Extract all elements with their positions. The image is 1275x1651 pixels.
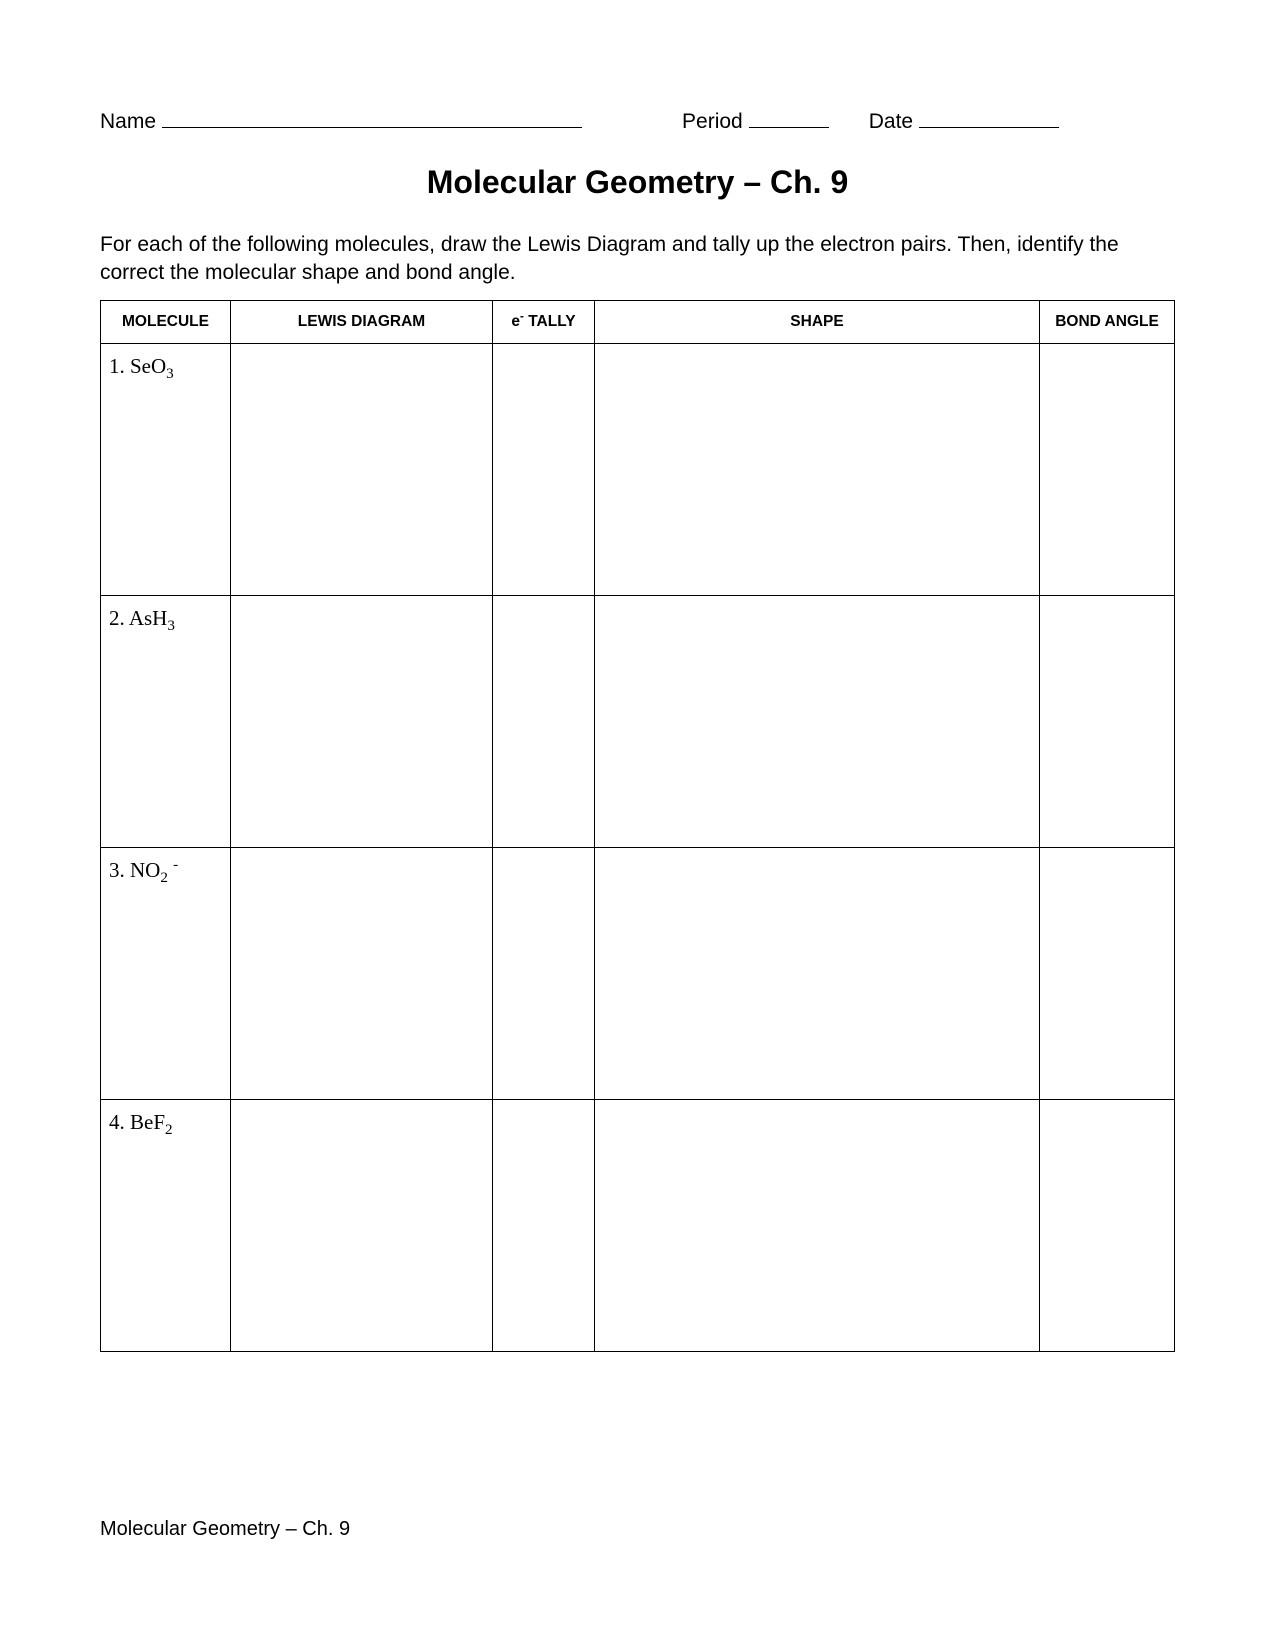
shape-cell[interactable] — [595, 1099, 1040, 1351]
table-header-row: MOLECULE LEWIS DIAGRAM e- TALLY SHAPE BO… — [101, 300, 1175, 343]
name-label: Name — [100, 110, 156, 134]
table-row: 3. NO2 - — [101, 847, 1175, 1099]
angle-cell[interactable] — [1040, 343, 1175, 595]
angle-cell[interactable] — [1040, 595, 1175, 847]
tally-cell[interactable] — [493, 343, 595, 595]
period-field: Period — [682, 110, 829, 134]
name-blank[interactable] — [162, 127, 582, 128]
instructions: For each of the following molecules, dra… — [100, 231, 1175, 288]
shape-cell[interactable] — [595, 343, 1040, 595]
tally-cell[interactable] — [493, 847, 595, 1099]
angle-cell[interactable] — [1040, 847, 1175, 1099]
header-fields: Name Period Date — [100, 110, 1175, 134]
date-label: Date — [869, 110, 913, 134]
tally-word: TALLY — [524, 313, 576, 330]
period-label: Period — [682, 110, 743, 134]
table-row: 1. SeO3 — [101, 343, 1175, 595]
table-row: 4. BeF2 — [101, 1099, 1175, 1351]
th-lewis: LEWIS DIAGRAM — [231, 300, 493, 343]
tally-cell[interactable] — [493, 595, 595, 847]
lewis-cell[interactable] — [231, 343, 493, 595]
table-row: 2. AsH3 — [101, 595, 1175, 847]
shape-cell[interactable] — [595, 847, 1040, 1099]
lewis-cell[interactable] — [231, 847, 493, 1099]
footer-text: Molecular Geometry – Ch. 9 — [100, 1518, 350, 1541]
angle-cell[interactable] — [1040, 1099, 1175, 1351]
th-angle: BOND ANGLE — [1040, 300, 1175, 343]
name-field: Name — [100, 110, 582, 134]
tally-cell[interactable] — [493, 1099, 595, 1351]
date-blank[interactable] — [919, 127, 1059, 128]
th-tally: e- TALLY — [493, 300, 595, 343]
shape-cell[interactable] — [595, 595, 1040, 847]
page-title: Molecular Geometry – Ch. 9 — [100, 164, 1175, 201]
worksheet-table: MOLECULE LEWIS DIAGRAM e- TALLY SHAPE BO… — [100, 300, 1175, 1352]
th-shape: SHAPE — [595, 300, 1040, 343]
molecule-cell: 4. BeF2 — [101, 1099, 231, 1351]
lewis-cell[interactable] — [231, 595, 493, 847]
molecule-cell: 2. AsH3 — [101, 595, 231, 847]
date-field: Date — [869, 110, 1059, 134]
period-blank[interactable] — [749, 127, 829, 128]
th-molecule: MOLECULE — [101, 300, 231, 343]
molecule-cell: 3. NO2 - — [101, 847, 231, 1099]
lewis-cell[interactable] — [231, 1099, 493, 1351]
molecule-cell: 1. SeO3 — [101, 343, 231, 595]
tally-e: e — [511, 313, 520, 330]
